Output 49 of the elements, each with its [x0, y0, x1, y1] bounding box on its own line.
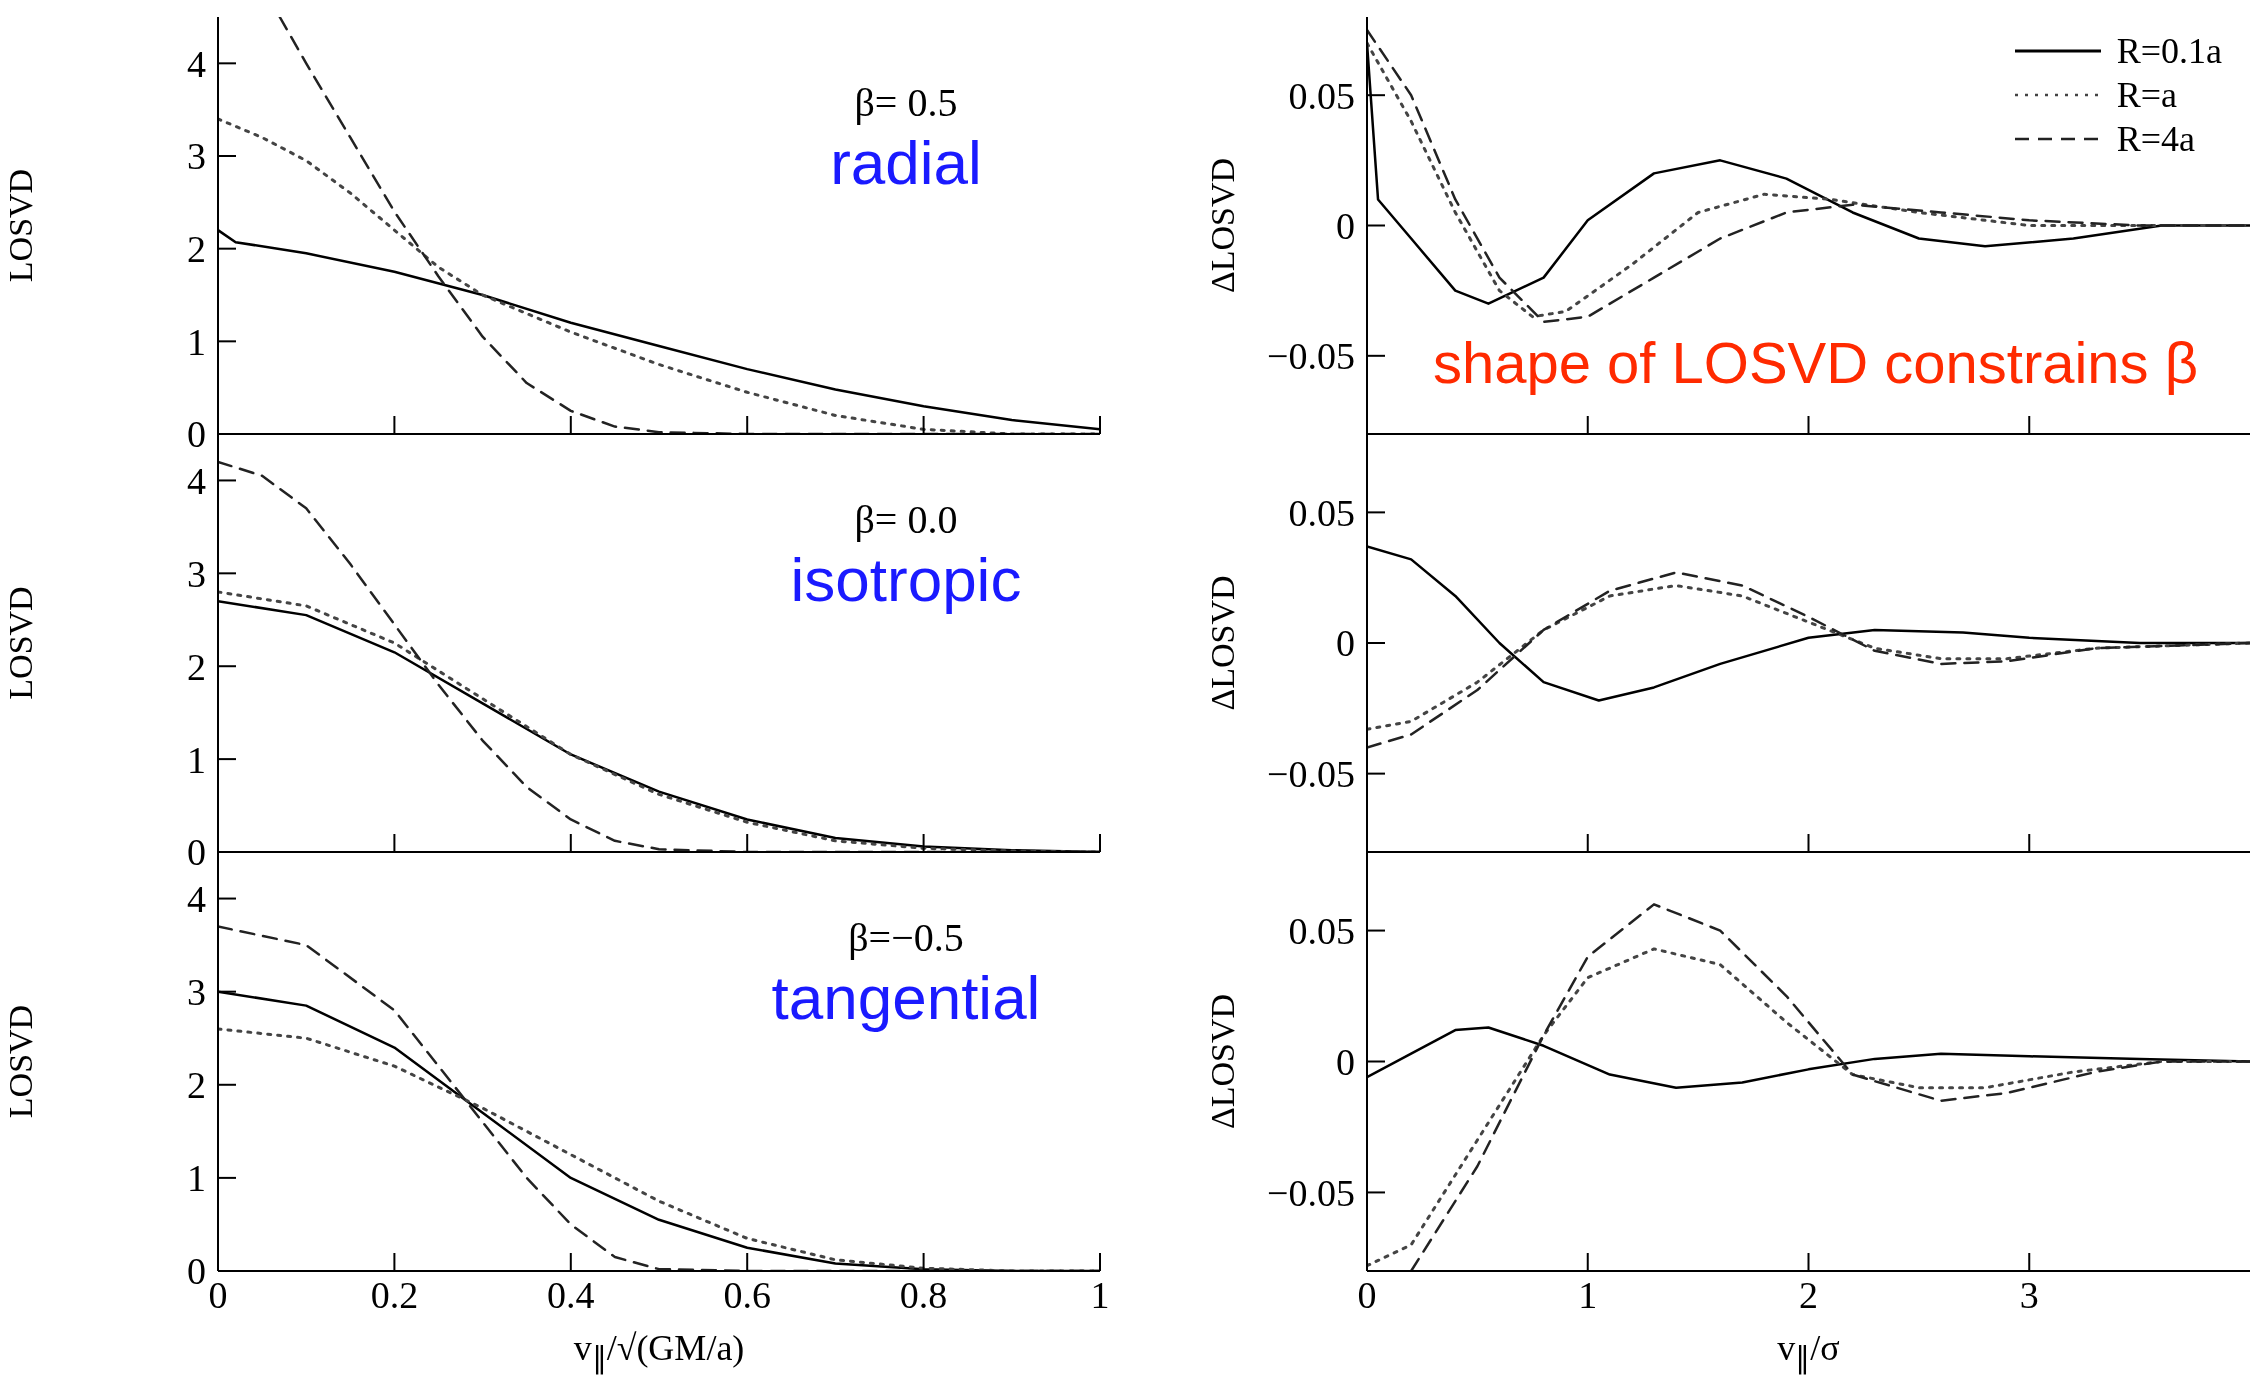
- x-tick-label: 1: [1090, 1273, 1110, 1316]
- y-tick-label: 0: [1336, 622, 1355, 665]
- y-tick-label: 3: [187, 135, 206, 178]
- legend-label: R=4a: [2116, 118, 2195, 161]
- y-tick-label: 3: [187, 971, 206, 1014]
- annotation: β= 0.0: [853, 496, 959, 543]
- y-tick-label: 2: [187, 228, 206, 271]
- annotation: radial: [829, 127, 983, 198]
- y-tick-label: 0.05: [1288, 74, 1355, 117]
- y-tick-label: 4: [187, 459, 206, 502]
- x-tick-label: 3: [2019, 1273, 2039, 1316]
- annotation: shape of LOSVD constrains β: [1431, 329, 2200, 396]
- x-tick-label: 0.6: [723, 1273, 771, 1316]
- y-tick-label: 4: [187, 878, 206, 921]
- annotation: tangential: [770, 962, 1042, 1033]
- y-tick-label: 0.05: [1288, 491, 1355, 534]
- y-axis-title: LOSVD: [2, 168, 40, 283]
- x-tick-label: 0.2: [370, 1273, 419, 1316]
- y-tick-label: 0: [1336, 1040, 1355, 1083]
- y-tick-label: 1: [187, 1157, 206, 1200]
- y-tick-label: 1: [187, 320, 206, 363]
- y-axis-title: LOSVD: [2, 1004, 40, 1119]
- x-tick-label: 0.8: [899, 1273, 948, 1316]
- x-tick-label: 0.4: [547, 1273, 595, 1316]
- y-tick-label: 2: [187, 645, 206, 688]
- y-axis-title: ΔLOSVD: [1204, 575, 1242, 711]
- y-axis-title: ΔLOSVD: [1204, 157, 1242, 294]
- x-axis-title: v$_{∥}$/σ: [1776, 1327, 1841, 1376]
- y-tick-label: 0: [187, 413, 206, 456]
- y-tick-label: 0: [1336, 204, 1355, 247]
- y-tick-label: 1: [187, 738, 206, 781]
- y-axis-title: ΔLOSVD: [1204, 993, 1242, 1130]
- annotation: β= 0.5: [853, 79, 959, 126]
- y-tick-label: 3: [187, 552, 206, 595]
- y-tick-label: 2: [187, 1064, 206, 1107]
- y-tick-label: 4: [187, 42, 206, 85]
- y-tick-label: 0: [187, 831, 206, 874]
- y-tick-label: −0.05: [1267, 335, 1355, 378]
- x-tick-label: 2: [1799, 1273, 1818, 1316]
- annotation: isotropic: [789, 544, 1023, 615]
- y-tick-label: 0.05: [1288, 910, 1355, 953]
- y-tick-label: −0.05: [1267, 753, 1355, 796]
- y-axis-title: LOSVD: [2, 586, 40, 700]
- legend-label: R=0.1a: [2116, 30, 2222, 73]
- x-axis-title: v$_{∥}$/√(GM/a): [572, 1327, 746, 1376]
- legend-label: R=a: [2116, 74, 2177, 117]
- y-tick-label: −0.05: [1267, 1171, 1355, 1214]
- x-tick-label: 1: [1578, 1273, 1598, 1316]
- annotation: β=−0.5: [847, 914, 965, 961]
